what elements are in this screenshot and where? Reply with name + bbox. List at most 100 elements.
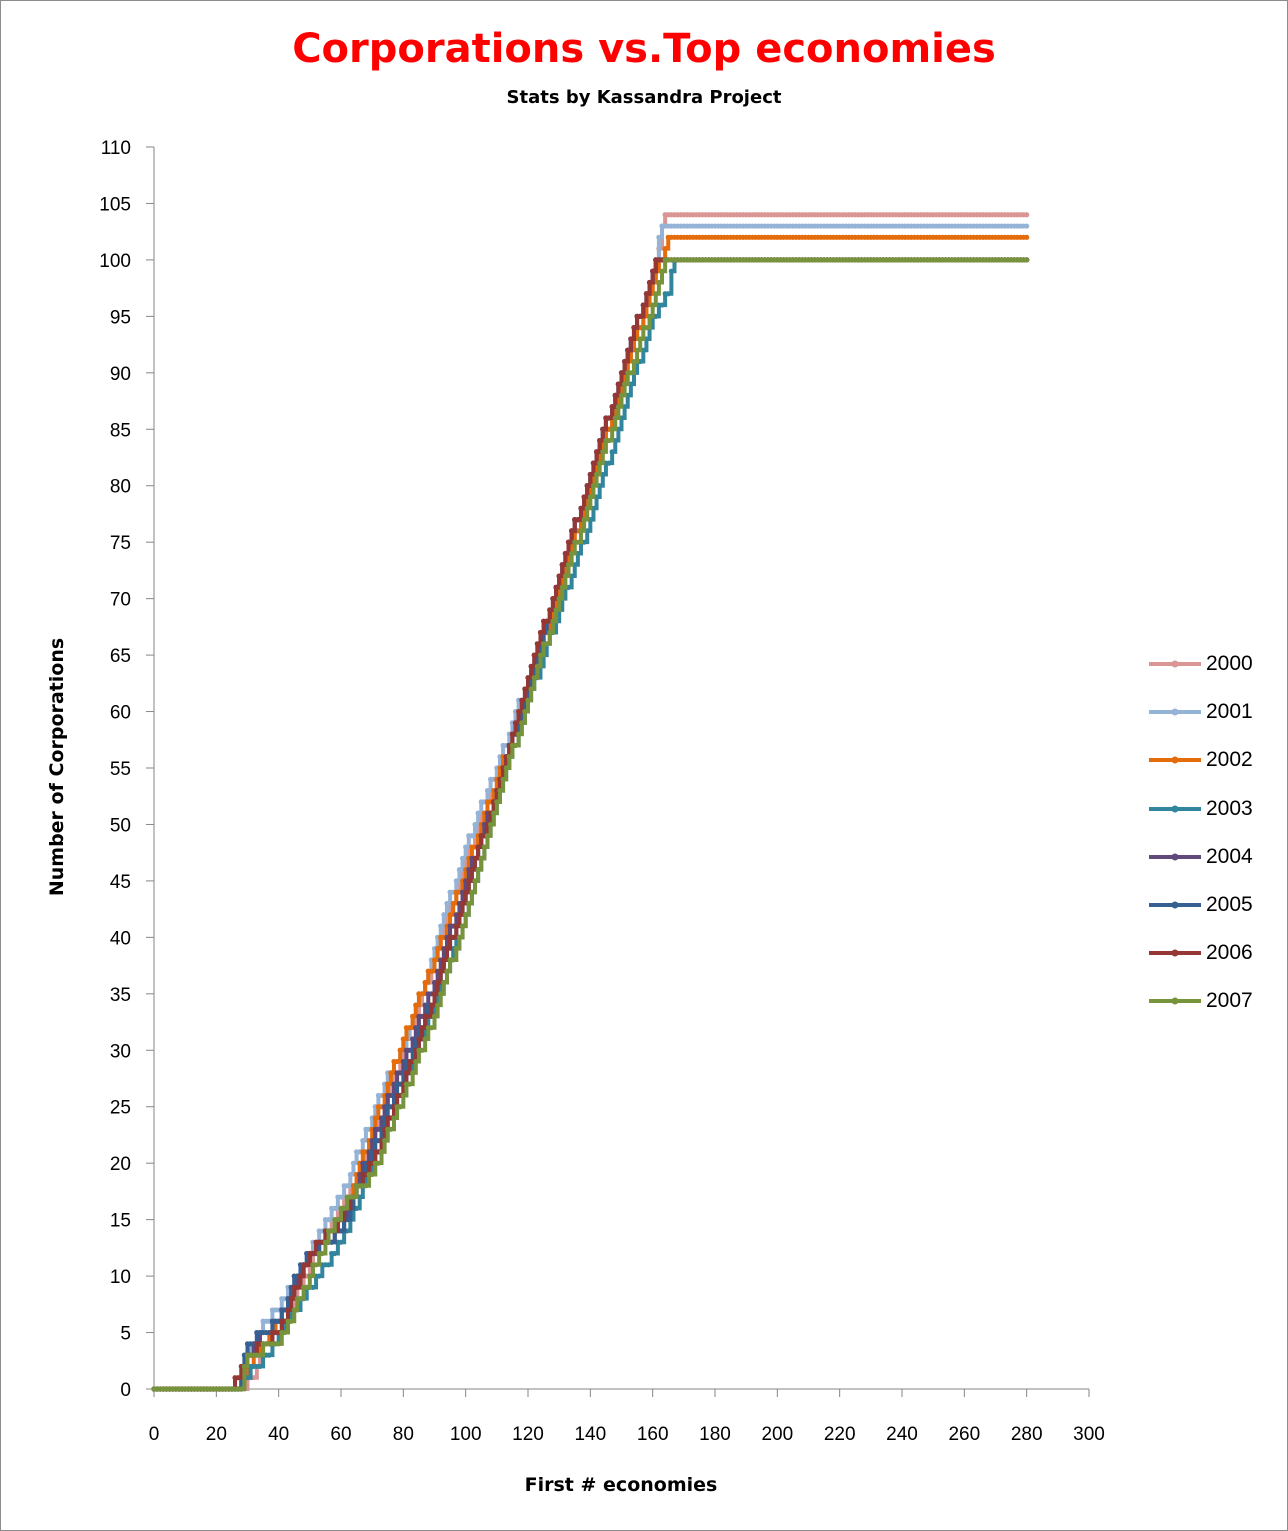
data-point: [478, 855, 484, 861]
legend-label: 2005: [1206, 893, 1253, 917]
x-tick-label: 180: [699, 1424, 731, 1445]
data-point: [544, 618, 550, 624]
legend-label: 2006: [1206, 941, 1253, 965]
data-point: [347, 1171, 353, 1178]
data-point: [435, 946, 441, 952]
data-point: [668, 268, 674, 274]
x-tick-label: 60: [330, 1424, 351, 1445]
data-point: [497, 787, 503, 794]
legend-item-2002: 2002: [1148, 736, 1253, 784]
y-tick-label: 45: [110, 872, 131, 893]
x-tick-label: 240: [886, 1424, 918, 1445]
data-point: [431, 1013, 438, 1020]
chart-subtitle: Stats by Kassandra Project: [506, 87, 782, 108]
data-point: [512, 720, 519, 726]
legend-item-2001: 2001: [1148, 688, 1253, 736]
data-point: [416, 1036, 422, 1042]
data-point: [550, 618, 556, 624]
data-point: [569, 550, 575, 557]
data-point: [375, 1160, 381, 1166]
data-point: [475, 867, 481, 873]
y-tick-label: 70: [110, 590, 131, 611]
data-point: [428, 968, 434, 974]
data-point: [459, 923, 466, 929]
data-point: [525, 675, 531, 681]
data-point: [307, 1273, 313, 1279]
data-point: [609, 449, 615, 455]
data-point: [350, 1160, 357, 1166]
data-point: [382, 1138, 388, 1144]
data-point: [600, 426, 606, 432]
data-point: [531, 652, 537, 658]
data-point: [406, 1081, 413, 1087]
x-axis-title: First # economies: [525, 1474, 718, 1496]
data-point: [659, 268, 665, 274]
x-tick-label: 0: [149, 1424, 160, 1445]
data-point: [431, 957, 438, 963]
data-point: [643, 291, 650, 297]
x-tick-label: 260: [948, 1424, 980, 1445]
data-point: [397, 1047, 403, 1053]
data-point: [525, 697, 531, 703]
data-point: [615, 381, 621, 387]
data-point: [332, 1250, 338, 1257]
data-point: [559, 562, 565, 568]
data-point: [512, 742, 519, 749]
data-point: [553, 584, 559, 590]
legend-item-2003: 2003: [1148, 785, 1253, 833]
data-point: [360, 1138, 366, 1144]
data-point: [438, 991, 444, 997]
data-point: [590, 483, 597, 489]
data-point: [341, 1205, 347, 1211]
y-tick-label: 20: [110, 1154, 131, 1175]
data-point: [453, 923, 459, 929]
data-point: [475, 810, 481, 816]
data-point: [428, 1025, 434, 1031]
data-point: [257, 1363, 263, 1370]
data-point: [453, 878, 459, 884]
data-point: [459, 900, 466, 907]
data-point: [606, 460, 612, 466]
data-point: [646, 313, 653, 319]
data-point: [469, 889, 475, 895]
data-point: [484, 833, 491, 839]
y-tick-label: 55: [110, 759, 131, 780]
data-point: [665, 291, 671, 297]
data-point: [565, 562, 572, 568]
data-point: [618, 370, 625, 376]
data-point: [472, 878, 478, 884]
data-point: [528, 663, 534, 669]
data-point: [338, 1194, 344, 1200]
data-point: [410, 1013, 416, 1020]
y-tick-label: 15: [110, 1211, 131, 1232]
data-point: [581, 494, 587, 500]
data-point: [456, 934, 463, 940]
data-point: [344, 1183, 350, 1189]
data-point: [325, 1262, 332, 1268]
data-point: [266, 1352, 272, 1358]
data-point: [319, 1250, 325, 1257]
data-point: [325, 1217, 332, 1223]
y-tick-label: 75: [110, 533, 131, 554]
data-point: [450, 957, 456, 963]
legend: 2000 2001 2002 2003 2004 2005 2006 2007: [1148, 640, 1253, 1026]
data-point: [569, 528, 575, 534]
data-point: [419, 991, 425, 997]
data-point: [453, 946, 459, 952]
data-point: [590, 460, 597, 466]
data-point: [503, 765, 509, 771]
data-point: [656, 234, 662, 240]
data-point: [544, 641, 550, 647]
series-line-2005: [154, 257, 1027, 1391]
data-point: [235, 1375, 241, 1381]
legend-swatch: [1149, 756, 1201, 764]
legend-swatch: [1149, 949, 1201, 957]
data-point: [444, 946, 450, 952]
data-point: [422, 1036, 428, 1042]
x-tick-label: 220: [824, 1424, 856, 1445]
legend-label: 2007: [1206, 989, 1253, 1013]
data-point: [615, 404, 621, 410]
data-point: [625, 347, 631, 353]
y-tick-label: 90: [110, 364, 131, 385]
data-point: [622, 358, 628, 365]
